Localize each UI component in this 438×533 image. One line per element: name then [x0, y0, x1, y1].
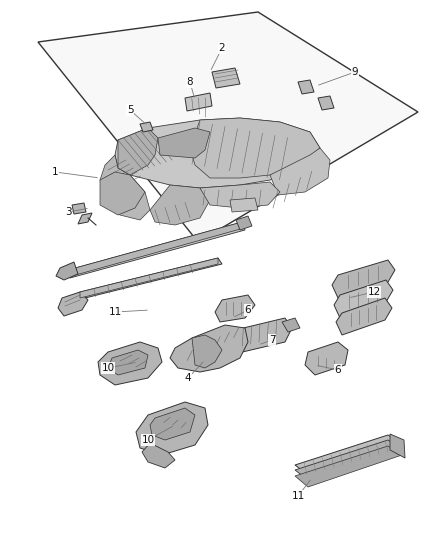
Polygon shape [115, 118, 320, 188]
Polygon shape [200, 182, 280, 208]
Text: 10: 10 [141, 435, 155, 445]
Polygon shape [295, 440, 400, 480]
Polygon shape [332, 260, 395, 298]
Polygon shape [68, 222, 245, 278]
Polygon shape [336, 298, 392, 335]
Polygon shape [305, 342, 348, 375]
Text: 10: 10 [102, 363, 115, 373]
Text: 1: 1 [52, 167, 58, 177]
Polygon shape [390, 434, 405, 458]
Text: 9: 9 [352, 67, 358, 77]
Text: 6: 6 [245, 305, 251, 315]
Polygon shape [318, 96, 334, 110]
Polygon shape [78, 213, 92, 224]
Text: 7: 7 [268, 335, 276, 345]
Polygon shape [68, 222, 244, 276]
Polygon shape [212, 68, 240, 88]
Polygon shape [56, 262, 78, 280]
Polygon shape [215, 295, 255, 322]
Polygon shape [80, 258, 222, 308]
Text: 11: 11 [108, 307, 122, 317]
Polygon shape [295, 435, 400, 475]
Polygon shape [72, 203, 86, 214]
Polygon shape [98, 342, 162, 385]
Polygon shape [80, 258, 218, 298]
Text: 12: 12 [367, 287, 381, 297]
Polygon shape [158, 128, 210, 158]
Polygon shape [270, 148, 330, 195]
Polygon shape [150, 408, 195, 440]
Polygon shape [190, 118, 320, 178]
Polygon shape [140, 122, 153, 132]
Polygon shape [100, 155, 150, 220]
Polygon shape [185, 93, 212, 111]
Polygon shape [230, 198, 258, 212]
Polygon shape [108, 350, 148, 375]
Polygon shape [118, 128, 158, 175]
Polygon shape [192, 335, 222, 368]
Polygon shape [58, 292, 88, 316]
Polygon shape [334, 280, 393, 318]
Text: 11: 11 [291, 491, 304, 501]
Text: 6: 6 [335, 365, 341, 375]
Text: 5: 5 [127, 105, 133, 115]
Polygon shape [236, 216, 252, 230]
Polygon shape [150, 185, 210, 225]
Text: 8: 8 [187, 77, 193, 87]
Polygon shape [298, 80, 314, 94]
Polygon shape [38, 12, 418, 242]
Polygon shape [170, 325, 248, 372]
Polygon shape [295, 446, 402, 487]
Polygon shape [100, 172, 145, 215]
Polygon shape [142, 443, 175, 468]
Text: 3: 3 [65, 207, 71, 217]
Polygon shape [136, 402, 208, 455]
Polygon shape [282, 318, 300, 332]
Text: 4: 4 [185, 373, 191, 383]
Text: 2: 2 [219, 43, 225, 53]
Polygon shape [228, 318, 292, 354]
